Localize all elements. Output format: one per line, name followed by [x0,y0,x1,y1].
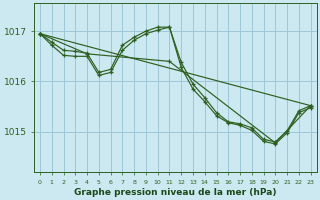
X-axis label: Graphe pression niveau de la mer (hPa): Graphe pression niveau de la mer (hPa) [74,188,276,197]
